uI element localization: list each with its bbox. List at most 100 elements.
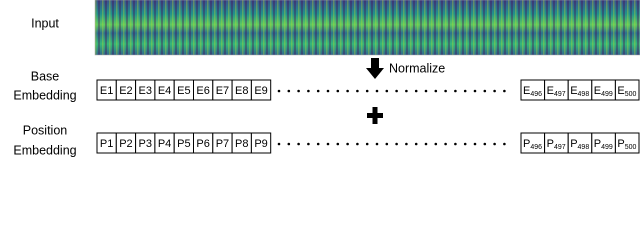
diagram: Input Base Embedding Position Embedding … bbox=[13, 0, 640, 157]
token-label: E9 bbox=[254, 85, 267, 97]
token-box bbox=[250, 79, 272, 101]
token-subscript: 496 bbox=[530, 91, 542, 98]
token-label: P1 bbox=[100, 138, 113, 150]
token-label: P7 bbox=[216, 138, 229, 150]
token-letter: P bbox=[570, 138, 577, 150]
dot bbox=[454, 89, 457, 93]
dot bbox=[483, 89, 487, 93]
dot bbox=[483, 142, 487, 146]
token-label: E5 bbox=[177, 85, 190, 97]
dot bbox=[336, 89, 340, 93]
dot bbox=[356, 89, 359, 93]
dot bbox=[424, 89, 428, 93]
token-letter: P bbox=[523, 138, 530, 150]
token-letter: P bbox=[547, 138, 554, 150]
base-label: Embedding bbox=[13, 88, 76, 102]
dot bbox=[463, 89, 467, 93]
dot bbox=[493, 89, 496, 93]
dot bbox=[336, 142, 340, 146]
dot bbox=[414, 142, 418, 146]
dot bbox=[356, 142, 359, 146]
dot bbox=[287, 142, 291, 146]
token-box bbox=[250, 132, 272, 154]
dot bbox=[434, 142, 438, 146]
dot bbox=[444, 89, 447, 93]
plus-icon bbox=[367, 107, 383, 124]
token-label: P497 bbox=[547, 138, 566, 151]
token-label: P2 bbox=[119, 138, 132, 150]
token-letter: E bbox=[547, 85, 554, 97]
dot bbox=[414, 89, 418, 93]
token-label: E497 bbox=[547, 85, 566, 98]
dot bbox=[473, 142, 477, 146]
input-label: Input bbox=[31, 16, 59, 30]
token-label: E6 bbox=[196, 85, 209, 97]
token-subscript: 498 bbox=[578, 91, 590, 98]
token-label: E496 bbox=[523, 85, 542, 98]
dot bbox=[316, 142, 320, 146]
dot bbox=[424, 142, 428, 146]
dot bbox=[365, 142, 369, 146]
token-label: E2 bbox=[119, 85, 132, 97]
dot bbox=[346, 89, 349, 93]
token-label: E8 bbox=[235, 85, 248, 97]
dot bbox=[503, 142, 506, 146]
dot bbox=[385, 142, 389, 146]
token-label: P500 bbox=[617, 138, 636, 151]
dot bbox=[405, 142, 408, 146]
base-label: Base bbox=[31, 69, 60, 83]
dot bbox=[454, 142, 457, 146]
dot bbox=[503, 89, 506, 93]
spectrogram bbox=[94, 0, 640, 56]
dot bbox=[375, 142, 379, 146]
dot bbox=[434, 89, 438, 93]
token-label: P4 bbox=[158, 138, 171, 150]
token-subscript: 499 bbox=[601, 91, 613, 98]
token-label: P496 bbox=[523, 138, 542, 151]
token-label: E500 bbox=[617, 85, 636, 98]
dot bbox=[405, 89, 408, 93]
dot bbox=[493, 142, 496, 146]
dot bbox=[297, 89, 300, 93]
token-box bbox=[614, 79, 640, 101]
token-label: P5 bbox=[177, 138, 190, 150]
dot bbox=[346, 142, 349, 146]
token-label: P9 bbox=[254, 138, 267, 150]
token-subscript: 500 bbox=[625, 91, 637, 98]
token-subscript: 498 bbox=[578, 144, 590, 151]
token-label: E4 bbox=[158, 85, 171, 97]
dot bbox=[316, 89, 320, 93]
dot bbox=[375, 89, 379, 93]
dot bbox=[307, 142, 310, 146]
dot bbox=[307, 89, 310, 93]
dot bbox=[326, 89, 330, 93]
token-label: P3 bbox=[139, 138, 152, 150]
token-letter: E bbox=[617, 85, 624, 97]
dot bbox=[297, 142, 300, 146]
dot bbox=[395, 142, 398, 146]
token-letter: P bbox=[594, 138, 601, 150]
token-label: E1 bbox=[100, 85, 113, 97]
position-label: Embedding bbox=[13, 143, 76, 157]
token-label: P499 bbox=[594, 138, 613, 151]
token-letter: E bbox=[594, 85, 601, 97]
position-label: Position bbox=[23, 123, 68, 137]
token-label: E7 bbox=[216, 85, 229, 97]
dot bbox=[473, 89, 477, 93]
dots bbox=[277, 89, 506, 146]
token-subscript: 497 bbox=[554, 91, 566, 98]
normalize-label: Normalize bbox=[389, 61, 445, 75]
token-subscript: 497 bbox=[554, 144, 566, 151]
normalize-arrow bbox=[366, 58, 384, 79]
dot bbox=[287, 89, 291, 93]
dot bbox=[395, 89, 398, 93]
token-subscript: 499 bbox=[601, 144, 613, 151]
token-letter: P bbox=[617, 138, 624, 150]
token-label: P6 bbox=[196, 138, 209, 150]
dot bbox=[326, 142, 330, 146]
dot bbox=[277, 142, 281, 146]
token-label: E3 bbox=[139, 85, 152, 97]
token-letter: E bbox=[523, 85, 530, 97]
token-label: E498 bbox=[570, 85, 589, 98]
token-label: P498 bbox=[570, 138, 589, 151]
